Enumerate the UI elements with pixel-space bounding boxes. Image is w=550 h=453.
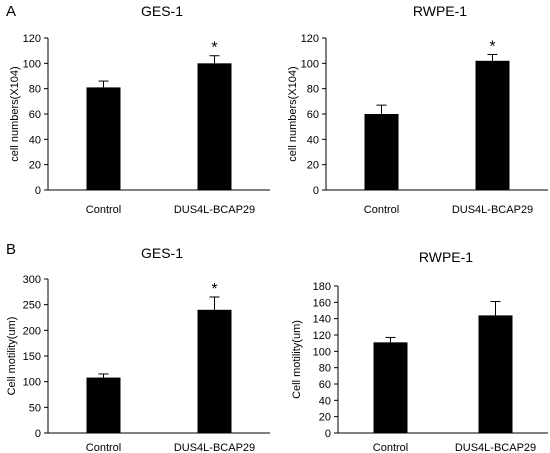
significance-marker: *: [211, 281, 217, 298]
significance-marker: *: [489, 38, 495, 55]
y-tick-label: 100: [23, 58, 41, 70]
chart-title: GES-1: [141, 245, 183, 261]
y-tick-label: 0: [325, 428, 331, 440]
y-tick-label: 60: [307, 109, 319, 121]
y-tick-label: 80: [307, 84, 319, 96]
x-tick-label: Control: [364, 204, 399, 216]
y-tick-label: 120: [23, 33, 41, 45]
y-tick-label: 160: [313, 297, 331, 309]
y-tick-label: 0: [313, 185, 319, 197]
x-tick-label: Control: [373, 442, 408, 453]
y-tick-label: 120: [313, 330, 331, 342]
y-tick-label: 0: [35, 185, 41, 197]
y-tick-label: 180: [313, 281, 331, 293]
x-tick-label: DUS4L-BCAP29: [455, 442, 536, 453]
x-tick-label: Control: [86, 442, 121, 453]
y-tick-label: 40: [319, 395, 331, 407]
bar: [86, 377, 121, 433]
x-tick-label: DUS4L-BCAP29: [174, 442, 255, 453]
y-tick-label: 100: [301, 58, 319, 70]
y-tick-label: 80: [319, 363, 331, 375]
y-tick-label: 20: [319, 412, 331, 424]
y-tick-label: 20: [307, 160, 319, 172]
y-axis-label: cell numbers(X104): [9, 66, 21, 161]
y-tick-label: 0: [35, 428, 41, 440]
bar: [364, 114, 399, 190]
y-tick-label: 100: [313, 346, 331, 358]
chart-title: GES-1: [141, 3, 183, 19]
chart-ges1-cell-numbers: GES-1 0 20 40 60 80 100 120 cell numbers(X104) Co…: [9, 3, 270, 216]
y-tick-label: 60: [319, 379, 331, 391]
y-tick-label: 150: [23, 351, 41, 363]
y-tick-label: 140: [313, 314, 331, 326]
bar: [197, 63, 232, 191]
y-tick-label: 20: [29, 160, 41, 172]
bar: [86, 87, 121, 190]
chart-title: RWPE-1: [413, 3, 467, 19]
y-tick-label: 60: [29, 109, 41, 121]
x-tick-label: DUS4L-BCAP29: [174, 204, 255, 216]
y-tick-label: 40: [307, 134, 319, 146]
y-tick-label: 200: [23, 325, 41, 337]
y-axis-label: Cell motility(um): [291, 320, 303, 399]
bar: [373, 342, 408, 433]
bar: [478, 315, 513, 433]
y-tick-label: 100: [23, 377, 41, 389]
y-axis-label: cell numbers(X104): [287, 66, 299, 161]
panel-label-a: A: [6, 3, 16, 20]
y-tick-label: 80: [29, 84, 41, 96]
y-axis-label: Cell motility(um): [6, 317, 18, 396]
significance-marker: *: [211, 40, 217, 57]
bar: [197, 309, 232, 433]
y-tick-label: 120: [301, 33, 319, 45]
y-tick-label: 250: [23, 300, 41, 312]
y-tick-label: 300: [23, 274, 41, 286]
x-tick-label: DUS4L-BCAP29: [452, 204, 533, 216]
panel-label-b: B: [6, 241, 16, 258]
y-tick-label: 50: [29, 402, 41, 414]
x-tick-label: Control: [86, 204, 121, 216]
chart-rwpe1-cell-motility: RWPE-1 0 20 40 60 80 100 120 140 160 180 Cell motil…: [291, 249, 548, 453]
y-tick-label: 40: [29, 134, 41, 146]
chart-rwpe1-cell-numbers: RWPE-1 0 20 40 60 80 100 120 cell numbers(X104) C…: [287, 3, 548, 216]
chart-ges1-cell-motility: GES-1 0 50 100 150 200 250 300 Cell motility(um)…: [6, 245, 270, 453]
bar: [475, 60, 510, 190]
chart-title: RWPE-1: [419, 249, 473, 265]
